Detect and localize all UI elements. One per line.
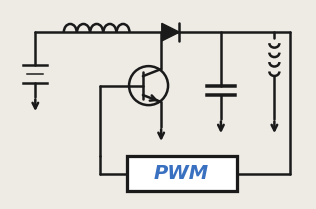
FancyBboxPatch shape	[126, 156, 237, 191]
Text: PWM: PWM	[154, 164, 209, 183]
Polygon shape	[162, 23, 179, 41]
